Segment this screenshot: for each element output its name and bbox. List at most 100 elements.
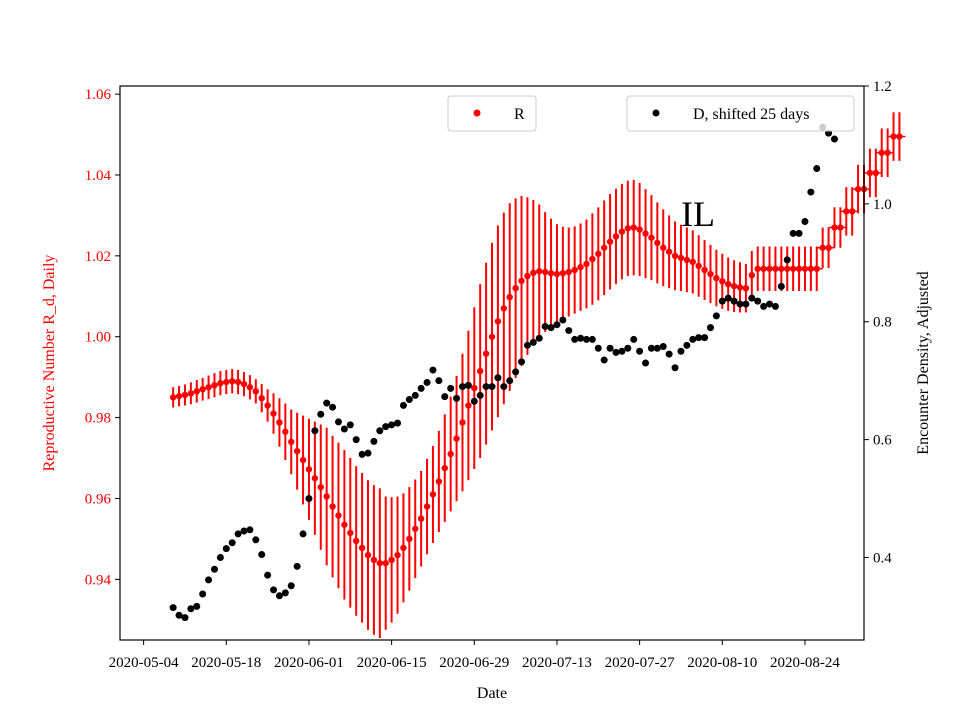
d-point (394, 419, 402, 427)
r-point (784, 265, 791, 272)
d-point (706, 324, 714, 332)
r-point (199, 386, 206, 393)
r-point (364, 551, 372, 559)
d-point (447, 384, 455, 392)
r-point (760, 265, 767, 272)
r-point (512, 284, 519, 292)
r-point (305, 466, 313, 473)
r-point (465, 402, 472, 409)
d-point (252, 536, 260, 544)
d-point (665, 350, 673, 358)
y-right-tick-label: 0.6 (873, 433, 892, 449)
state-annotation: IL (681, 194, 715, 234)
d-point (689, 335, 697, 343)
y-right-axis-ticks: 0.4 0.6 0.8 1.0 1.2 (864, 79, 892, 566)
r-point (866, 169, 874, 177)
d-point (600, 356, 608, 364)
r-point (848, 208, 856, 215)
d-point (494, 374, 502, 382)
d-point (482, 383, 490, 391)
r-point (417, 515, 425, 522)
r-point (270, 410, 277, 417)
r-point (671, 252, 679, 260)
r-point (854, 185, 862, 193)
d-point (210, 565, 218, 573)
r-point (896, 133, 903, 140)
r-point (240, 380, 248, 388)
d-point (323, 399, 331, 407)
r-point (795, 265, 803, 272)
x-tick-label: 2020-05-04 (109, 655, 179, 671)
d-point (500, 383, 508, 391)
r-point (394, 551, 401, 559)
r-point (831, 224, 838, 231)
y-right-tick-label: 0.4 (873, 550, 892, 566)
legend-d-box (626, 95, 855, 132)
r-point (423, 503, 431, 510)
d-point (470, 397, 478, 405)
r-point (813, 265, 820, 272)
d-point (677, 347, 685, 355)
r-point (606, 238, 614, 245)
legend-d-label: D, shifted 25 days (693, 106, 809, 123)
r-point (506, 293, 513, 301)
d-point (724, 294, 732, 302)
d-point (352, 436, 360, 444)
r-point (246, 384, 254, 391)
x-tick-label: 2020-08-10 (687, 655, 757, 671)
r-point (807, 265, 815, 272)
d-point (553, 321, 561, 329)
d-point (742, 300, 750, 308)
d-point (399, 401, 407, 409)
r-point (453, 435, 460, 442)
r-point (565, 268, 572, 276)
x-tick-label: 2020-05-18 (191, 655, 261, 671)
r-point (175, 392, 183, 400)
d-point (523, 341, 531, 349)
r-point (471, 384, 478, 392)
d-point (222, 545, 230, 553)
y-right-axis-label: Encounter Density, Adjusted (915, 271, 932, 454)
r-point (612, 233, 620, 240)
d-point (187, 605, 195, 613)
r-point (335, 512, 342, 519)
d-point (405, 396, 413, 404)
d-point (305, 495, 313, 503)
r-point (388, 556, 395, 564)
r-point (317, 483, 324, 491)
r-point (211, 382, 218, 389)
x-tick-label: 2020-06-29 (439, 655, 509, 671)
x-axis-ticks: 2020-05-04 2020-05-18 2020-06-01 2020-06-15… (109, 640, 840, 671)
r-point (264, 402, 271, 409)
y-left-tick-label: 0.98 (85, 411, 111, 427)
r-point (547, 270, 555, 277)
d-series-points (169, 123, 838, 622)
x-tick-label: 2020-06-01 (274, 655, 344, 671)
plot-frame (119, 85, 865, 641)
r-point (636, 226, 643, 233)
d-point (453, 394, 461, 402)
x-axis-label: Date (477, 685, 507, 702)
r-point (187, 390, 195, 397)
x-tick-label: 2020-06-15 (357, 655, 427, 671)
d-point (488, 383, 496, 391)
d-point (388, 421, 396, 429)
r-point (695, 262, 702, 270)
r-point (707, 270, 714, 278)
d-point (701, 334, 709, 342)
r-point (683, 256, 691, 264)
d-point (630, 335, 638, 343)
d-point (636, 347, 644, 355)
r-point (488, 333, 496, 340)
r-point (376, 559, 384, 567)
y-left-tick-label: 1.06 (85, 87, 112, 103)
r-point (282, 428, 289, 435)
d-point (789, 229, 797, 237)
x-tick-label: 2020-08-24 (770, 655, 840, 671)
r-point (299, 456, 307, 464)
r-point (778, 265, 785, 272)
r-point (837, 224, 844, 231)
d-point (813, 165, 821, 173)
d-point (169, 604, 177, 612)
